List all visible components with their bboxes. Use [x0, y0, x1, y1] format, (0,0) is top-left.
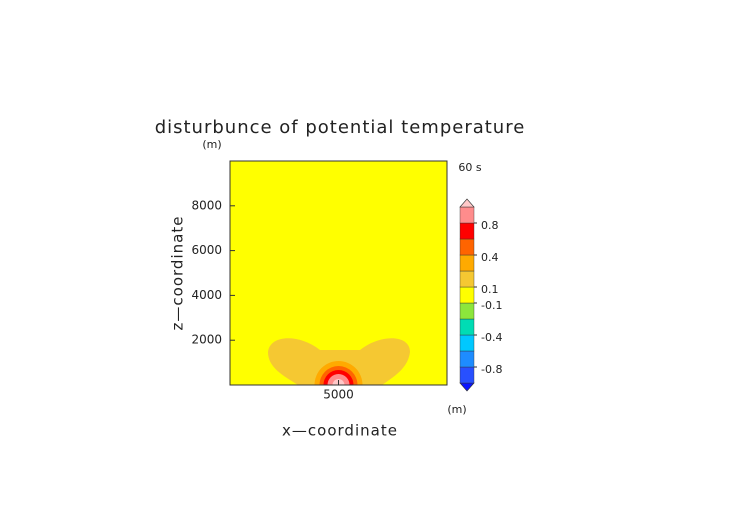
- chart-title: disturbunce of potential temperature: [155, 117, 526, 138]
- colorbar-box: [459, 302, 475, 320]
- colorbar-triangle: [459, 382, 475, 392]
- colorbar-box: [459, 318, 475, 336]
- contour-region: [230, 161, 447, 385]
- colorbar-tick-label: -0.1: [481, 299, 502, 312]
- x-unit: (m): [447, 403, 466, 416]
- x-tick-label: 5000: [323, 388, 354, 402]
- colorbar-box: [459, 334, 475, 352]
- y-unit: (m): [202, 138, 221, 151]
- y-tick-label: 2000: [191, 333, 222, 347]
- colorbar-tick-label: 0.8: [481, 219, 499, 232]
- y-tick-label: 8000: [191, 198, 222, 212]
- x-axis-label: x—coordinate: [282, 422, 398, 440]
- colorbar-tick-label: -0.4: [481, 331, 502, 344]
- colorbar-box: [459, 254, 475, 272]
- time-label: 60 s: [458, 161, 481, 174]
- colorbar-tick-label: 0.1: [481, 283, 499, 296]
- colorbar-tick-label: -0.8: [481, 363, 502, 376]
- colorbar-box: [459, 238, 475, 256]
- colorbar-tick-label: 0.4: [481, 251, 499, 264]
- colorbar-box: [459, 366, 475, 384]
- colorbar-triangle: [459, 198, 475, 208]
- y-tick-label: 6000: [191, 243, 222, 257]
- y-axis-label: z—coordinate: [169, 216, 187, 331]
- colorbar-box: [459, 222, 475, 240]
- colorbar-box: [459, 350, 475, 368]
- colorbar-box: [459, 270, 475, 288]
- y-tick-label: 4000: [191, 288, 222, 302]
- colorbar-box: [459, 286, 475, 304]
- colorbar-box: [459, 206, 475, 224]
